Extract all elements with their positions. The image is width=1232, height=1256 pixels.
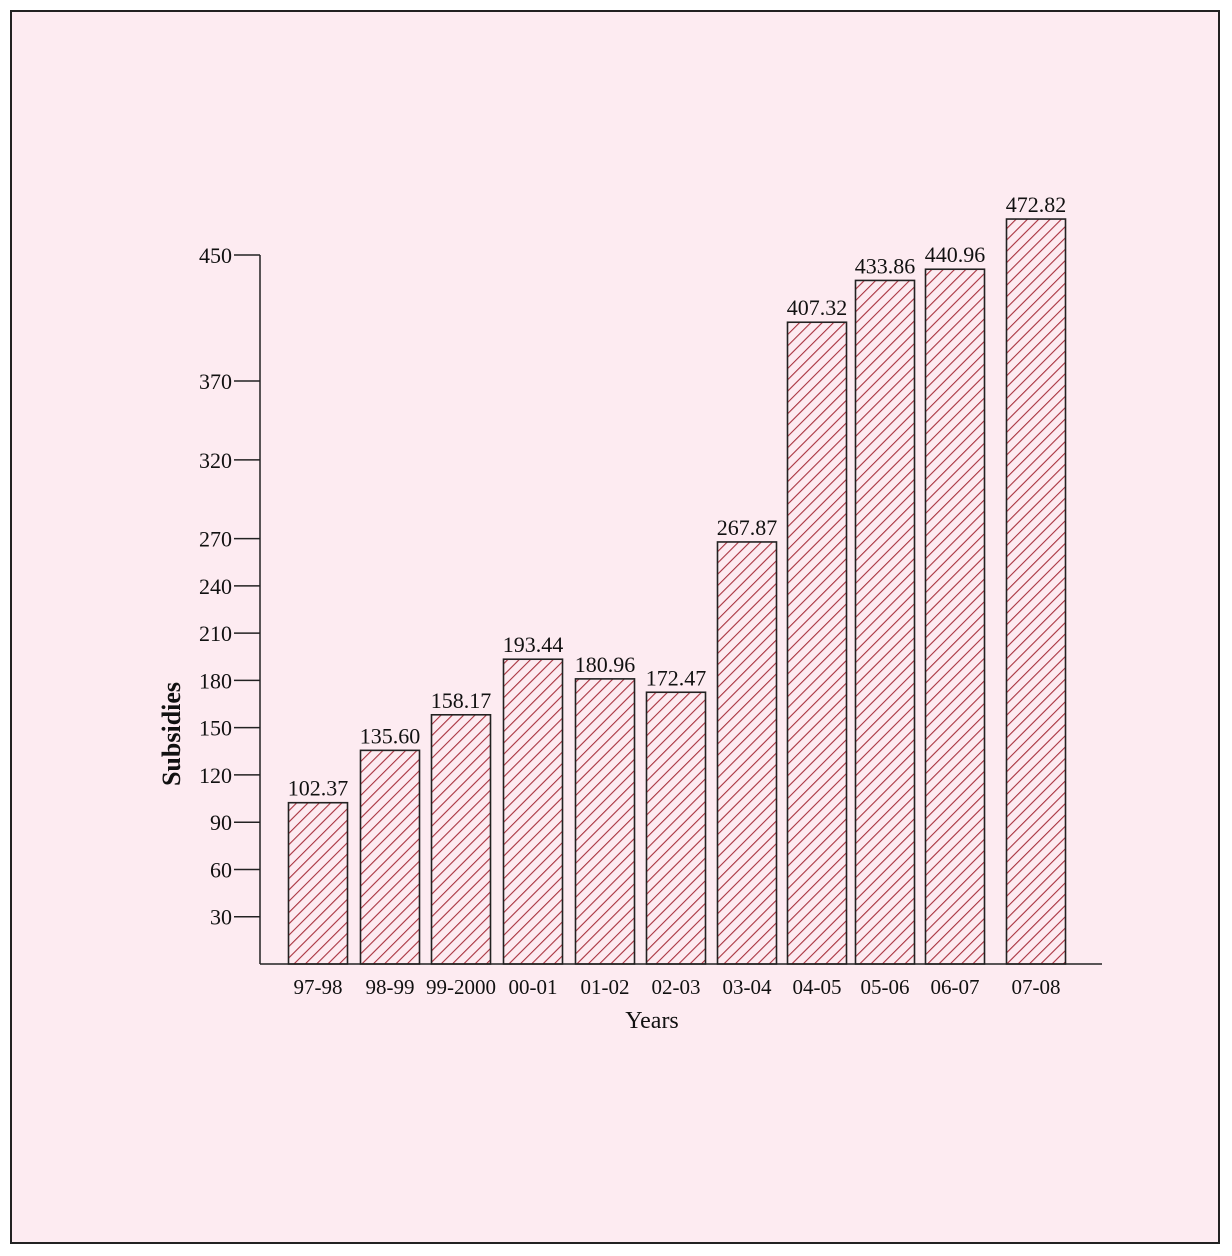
x-tick-label: 03-04	[723, 975, 772, 999]
bar-02-03	[645, 691, 707, 965]
y-tick-label: 30	[210, 905, 232, 930]
x-tick-label: 97-98	[294, 975, 343, 999]
y-tick-label: 240	[199, 574, 232, 599]
y-tick-label: 180	[199, 668, 232, 693]
bar-value-label: 440.96	[925, 242, 986, 267]
x-tick-label: 01-02	[581, 975, 630, 999]
bar-05-06	[854, 279, 916, 965]
y-tick-label: 120	[199, 763, 232, 788]
x-tick-label: 05-06	[861, 975, 910, 999]
y-tick-label: 450	[199, 243, 232, 268]
x-tick-label: 98-99	[366, 975, 415, 999]
x-tick-label: 07-08	[1012, 975, 1061, 999]
x-tick-label: 02-03	[652, 975, 701, 999]
y-axis-title: Subsidies	[157, 682, 186, 786]
bar-chart: 30 60 90 120 150 180 210 240 270 320 370 450 102.37…	[157, 192, 1102, 1034]
y-tick-label: 320	[199, 448, 232, 473]
bar-98-99	[359, 749, 421, 965]
x-tick-label: 99-2000	[426, 975, 496, 999]
bar-value-label: 135.60	[360, 723, 421, 748]
x-tick-label: 06-07	[931, 975, 980, 999]
y-tick-label: 370	[199, 369, 232, 394]
bar-01-02	[574, 678, 636, 965]
x-tick-label: 04-05	[793, 975, 842, 999]
bar-03-04	[716, 541, 778, 965]
y-tick-label: 60	[210, 857, 232, 882]
bar-value-label: 267.87	[717, 515, 778, 540]
bar-00-01	[502, 658, 564, 965]
y-tick-label: 270	[199, 527, 232, 552]
chart-frame: 30 60 90 120 150 180 210 240 270 320 370 450 102.37…	[10, 10, 1220, 1244]
bar-value-label: 407.32	[787, 295, 848, 320]
y-tick-label: 90	[210, 810, 232, 835]
x-axis-title: Years	[625, 1008, 679, 1034]
bar-04-05	[786, 321, 848, 965]
bar-value-label: 433.86	[855, 253, 916, 278]
bar-99-2000	[430, 713, 492, 965]
bar-06-07	[924, 268, 986, 965]
bar-value-label: 172.47	[646, 665, 707, 690]
y-tick-label: 150	[199, 716, 232, 741]
bar-value-label: 193.44	[503, 632, 564, 657]
bar-value-label: 158.17	[431, 688, 492, 713]
y-tick-label: 210	[199, 621, 232, 646]
bar-value-label: 180.96	[575, 652, 636, 677]
bar-07-08	[1005, 218, 1067, 965]
bar-97-98	[287, 801, 349, 965]
bar-value-label: 102.37	[288, 776, 349, 801]
x-tick-label: 00-01	[509, 975, 558, 999]
bar-value-label: 472.82	[1006, 192, 1067, 217]
